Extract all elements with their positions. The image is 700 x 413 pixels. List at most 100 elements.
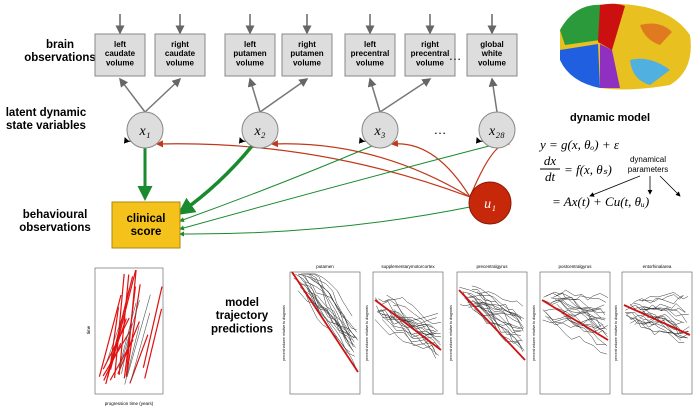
trajectory [639,295,683,305]
trajectory [300,286,358,372]
trajectory [292,273,351,347]
trajectory [472,299,522,318]
obs-arrow [379,78,432,113]
obs-arrow [119,77,146,113]
trajectory [625,312,689,334]
trajectory [557,308,602,319]
panel-ylabel: percent volume relative to diagnosis [614,305,618,361]
label-latent: latent dynamic state variables [6,107,87,132]
trajectory [129,334,149,384]
model-fit [541,299,609,341]
eq-num: dx [544,153,557,168]
trajectory [102,317,130,370]
param-arrows [589,175,681,197]
trajectory [471,289,522,332]
network: left caudate volume right caudate volume left p… [94,14,518,249]
state-label: x₂ [253,124,265,139]
trajectory [555,299,604,332]
trajectory [477,292,524,320]
trajectory [113,273,125,379]
state-node [126,111,164,149]
model-fit [291,271,359,373]
ellipsis: … [449,48,462,63]
model-fit [374,299,442,351]
trajectory [560,311,606,345]
trajectory [125,269,137,377]
score-link [179,145,490,231]
trajectory [476,291,517,314]
obs-arrow [488,77,498,113]
trajectory [545,315,608,347]
trajectory [462,292,522,350]
trajectory [552,292,605,330]
trajectory [475,298,520,323]
trajectory [381,317,441,343]
trajectory [543,292,605,310]
trajectory [302,291,356,357]
trajectory [297,290,351,353]
brain-image [560,3,691,90]
trajectory [382,319,437,356]
trajectory [393,309,434,336]
label-behavioural: behavioural observations [19,209,91,234]
trajectory [298,275,355,353]
trajectory [547,311,608,330]
label-brain: brain observations [24,39,96,64]
panel-title: entorhinalarea [643,264,672,269]
trajectory [305,281,357,330]
labels: latent dynamic state variables behavioural… [6,107,273,335]
trajectory [467,293,520,346]
trajectory [633,303,689,335]
trajectory [386,294,437,325]
trajectory [297,273,358,341]
panel-title: supplementarymotorcortex [381,264,435,269]
trajectory [550,299,601,328]
input-score-link [179,206,471,237]
trajectory [307,290,354,347]
input-link [390,139,471,198]
trajectory [377,312,435,332]
plots: progression time (years) time putamen perce… [86,264,693,406]
trajectory [641,303,686,313]
state-label: x₁ [138,124,150,139]
eq-obs: y = g(x, θₒ) + ε [538,137,620,152]
trajectory [301,273,351,334]
trajectory [474,308,523,342]
trajectory [293,277,355,343]
score-link [179,145,373,222]
trajectory [302,273,356,339]
obs-arrow [367,77,381,113]
trajectory [109,269,137,370]
trajectory [381,314,441,346]
model-fit [458,289,526,361]
trajectory [473,309,523,352]
eq-state: = f(x, θₛ) [564,162,612,177]
trajectory [462,291,524,332]
observation-box [344,33,396,77]
obs-arrow [144,77,182,113]
trajectory [118,303,137,369]
input-link [270,140,471,198]
observation-box [281,33,333,77]
observation-label: left precentral volume [351,40,390,67]
panel-frame [456,271,528,395]
observation-label: right caudate volume [165,40,196,67]
observation-box [94,33,146,77]
obs-arrow [247,77,261,113]
trajectory [298,273,353,351]
eq-den: dt [545,169,556,184]
panel-frame [539,271,611,395]
trajectory [109,307,120,366]
trajectory [640,306,685,324]
panel-ylabel: percent volume relative to diagnosis [365,305,369,361]
trajectory [545,289,609,301]
model-fit [623,304,691,336]
ellipsis: … [434,122,447,137]
state-node [241,111,279,149]
trajectory [306,275,357,333]
params-label: dynamical parameters [628,155,668,174]
trajectory [543,298,606,321]
trajectory [304,275,354,346]
